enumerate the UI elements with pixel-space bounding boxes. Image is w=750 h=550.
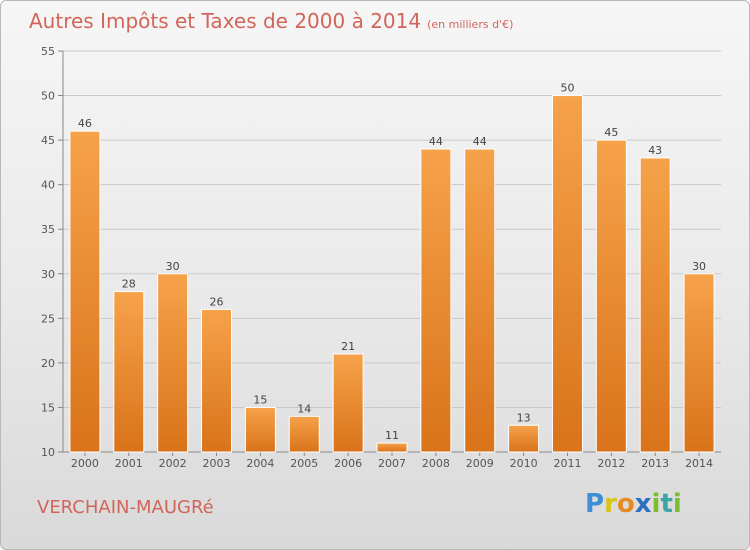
x-tick-label: 2002 — [159, 457, 187, 470]
bar — [244, 406, 276, 453]
proxiti-logo[interactable]: Proxiti — [585, 489, 682, 519]
bar-value-label: 21 — [341, 340, 355, 353]
logo-letter: o — [616, 489, 635, 519]
bar — [639, 157, 671, 453]
bar — [420, 148, 452, 453]
y-tick-label: 35 — [41, 223, 55, 236]
bar-value-label: 26 — [210, 295, 224, 308]
bar-value-label: 46 — [78, 117, 92, 130]
x-tick-label: 2009 — [466, 457, 494, 470]
x-tick-label: 2007 — [378, 457, 406, 470]
logo-letter: t — [660, 489, 673, 519]
y-tick-label: 55 — [41, 45, 55, 58]
bar — [332, 353, 364, 453]
logo-letter: i — [672, 489, 682, 519]
x-tick-label: 2014 — [685, 457, 713, 470]
logo-letter: i — [651, 489, 661, 519]
axis-layer: 10 15 20 25 30 35 40 45 50 55 2000 2001 2002 2003 2004… — [41, 45, 721, 470]
bar — [288, 415, 320, 453]
x-tick-label: 2006 — [334, 457, 362, 470]
x-tick-label: 2012 — [597, 457, 625, 470]
chart-title-text: Autres Impôts et Taxes de 2000 à 2014 — [29, 9, 422, 33]
bar-value-label: 45 — [604, 126, 618, 139]
bar-value-label: 44 — [473, 135, 487, 148]
y-tick-label: 30 — [41, 268, 55, 281]
x-tick-label: 2003 — [203, 457, 231, 470]
y-tick-label: 20 — [41, 357, 55, 370]
bar-value-label: 15 — [253, 393, 267, 406]
bar — [464, 148, 496, 453]
logo-letter: r — [604, 489, 617, 519]
chart-title: Autres Impôts et Taxes de 2000 à 2014 (en… — [29, 9, 513, 33]
bar — [201, 308, 233, 453]
x-tick-label: 2004 — [246, 457, 274, 470]
y-tick-label: 15 — [41, 401, 55, 414]
x-tick-label: 2005 — [290, 457, 318, 470]
x-tick-label: 2013 — [641, 457, 669, 470]
bar — [508, 424, 540, 453]
bar-value-label: 44 — [429, 135, 443, 148]
bar-value-label: 13 — [517, 411, 531, 424]
commune-name: VERCHAIN-MAUGRé — [37, 497, 214, 518]
x-tick-label: 2011 — [553, 457, 581, 470]
label-layer: 46 28 30 26 15 14 21 11 44 44 13 50 45 43 30 — [78, 82, 706, 443]
y-tick-label: 25 — [41, 312, 55, 325]
bar-value-label: 14 — [297, 402, 311, 415]
bar-value-label: 28 — [122, 278, 136, 291]
bar-layer — [69, 95, 715, 453]
y-tick-label: 10 — [41, 446, 55, 459]
bar — [113, 291, 145, 453]
x-tick-label: 2000 — [71, 457, 99, 470]
bar-value-label: 43 — [648, 144, 662, 157]
y-tick-label: 45 — [41, 134, 55, 147]
logo-letter: P — [585, 489, 605, 519]
bar — [376, 442, 408, 453]
x-tick-label: 2008 — [422, 457, 450, 470]
x-tick-label: 2010 — [510, 457, 538, 470]
bar — [551, 95, 583, 453]
bar-value-label: 11 — [385, 429, 399, 442]
y-tick-label: 40 — [41, 179, 55, 192]
bar — [69, 130, 101, 453]
chart-subtitle: (en milliers d'€) — [427, 18, 514, 31]
bar — [157, 273, 189, 453]
bar — [595, 139, 627, 453]
bar-value-label: 30 — [692, 260, 706, 273]
bar-value-label: 50 — [560, 82, 574, 95]
y-tick-label: 50 — [41, 90, 55, 103]
bar-value-label: 30 — [166, 260, 180, 273]
logo-letter: x — [634, 489, 652, 519]
bar — [683, 273, 715, 453]
x-tick-label: 2001 — [115, 457, 143, 470]
